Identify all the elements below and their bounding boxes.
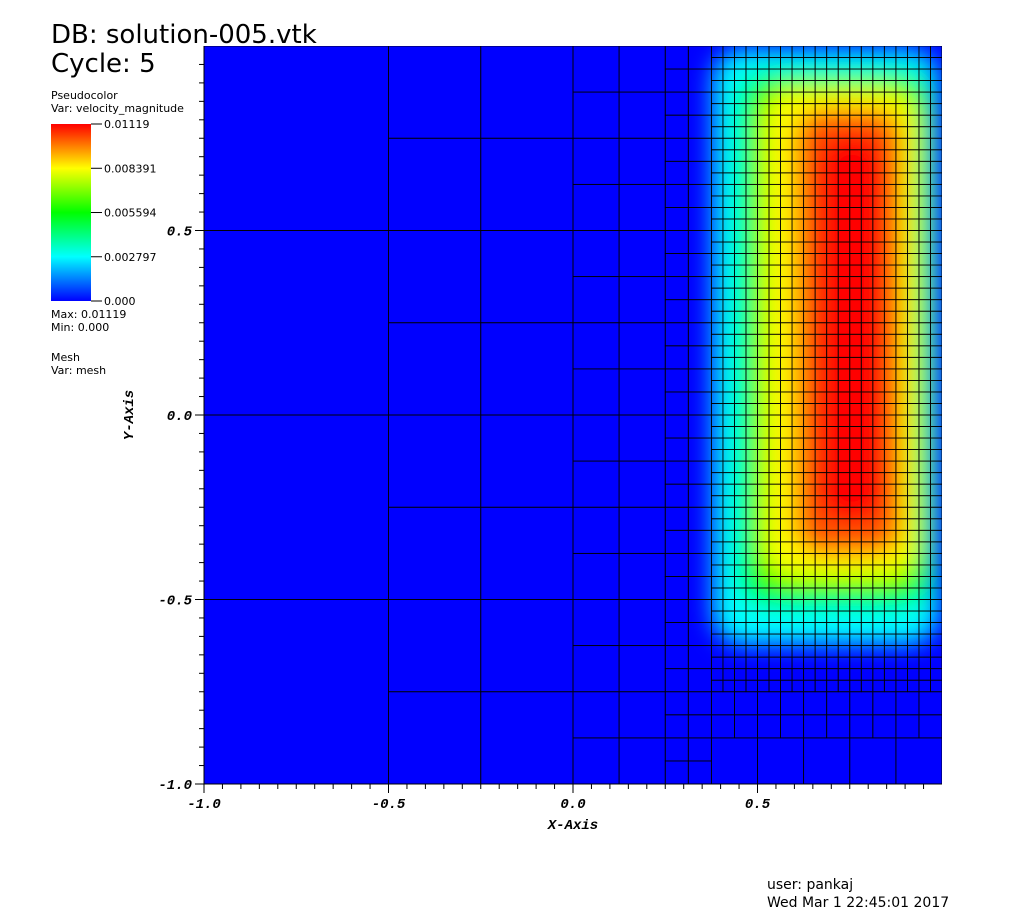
mesh: [204, 46, 942, 784]
colorbar-tick-label: 0.005594: [104, 207, 157, 220]
colorbar: [51, 124, 91, 301]
colorbar-tick-label: 0.008391: [104, 162, 157, 175]
x-tick-label: -0.5: [372, 797, 406, 813]
y-tick-label: 0.5: [167, 225, 193, 241]
mesh-cell: [930, 46, 942, 58]
mesh-var: Var: mesh: [51, 364, 106, 377]
cycle: Cycle: 5: [51, 49, 156, 79]
mesh-name: Mesh: [51, 351, 80, 364]
x-tick-label: 0.0: [560, 797, 585, 813]
x-axis-label: X-Axis: [547, 818, 598, 834]
y-tick-label: -1.0: [158, 778, 192, 794]
plot-var: Var: velocity_magnitude: [51, 102, 184, 115]
title: DB: solution-005.vtk: [51, 20, 317, 50]
x-tick-label: -1.0: [187, 797, 221, 813]
colorbar-tick-label: 0.01119: [104, 118, 150, 131]
field: [204, 46, 942, 784]
colorbar-tick-label: 0.000: [104, 295, 136, 308]
colorbar-tick-label: 0.002797: [104, 251, 157, 264]
y-tick-label: 0.0: [167, 409, 192, 425]
date: Wed Mar 1 22:45:01 2017: [767, 895, 949, 911]
mesh-cell: [895, 737, 942, 784]
legend-min: Min: 0.000: [51, 321, 109, 334]
y-axis-label: Y-Axis: [122, 390, 138, 440]
x-tick-label: 0.5: [745, 797, 771, 813]
legend-max: Max: 0.01119: [51, 308, 126, 321]
user: user: pankaj: [767, 877, 853, 893]
field-level: [816, 130, 887, 526]
plot-name: Pseudocolor: [51, 89, 118, 102]
field-levels: [713, 49, 939, 644]
y-tick-label: -0.5: [158, 594, 192, 610]
mesh-cell: [918, 691, 942, 716]
